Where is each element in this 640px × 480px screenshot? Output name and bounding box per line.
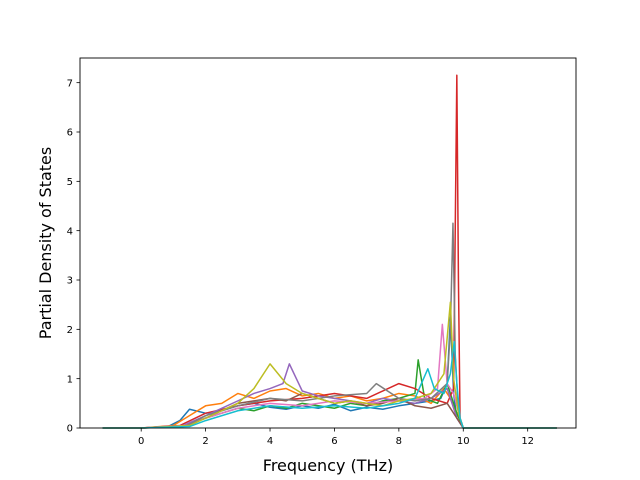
x-tick-label: 0: [138, 436, 144, 447]
x-tick-label: 4: [267, 436, 273, 447]
x-tick-label: 2: [202, 436, 208, 447]
x-tick-label: 12: [521, 436, 534, 447]
series-line-8: [102, 222, 557, 429]
x-tick-label: 6: [331, 436, 337, 447]
y-tick-label: 5: [67, 177, 73, 188]
series-line-9: [102, 301, 557, 429]
y-tick-label: 3: [67, 276, 73, 287]
series-layer: [102, 74, 557, 429]
series-line-4: [102, 74, 557, 429]
y-axis-title: Partial Density of States: [36, 147, 55, 339]
y-tick-label: 6: [67, 128, 73, 139]
series-line-5: [102, 363, 557, 429]
x-axis-ticks: 0 2 4 6 8 10 12: [138, 428, 534, 447]
y-tick-label: 2: [67, 325, 73, 336]
series-line-10: [102, 340, 557, 429]
x-tick-label: 8: [396, 436, 402, 447]
y-axis-ticks: 0 1 2 3 4 5 6 7: [67, 78, 80, 435]
y-tick-label: 0: [67, 424, 73, 435]
y-tick-label: 7: [67, 78, 73, 89]
x-tick-label: 10: [457, 436, 470, 447]
x-axis-title: Frequency (THz): [263, 456, 393, 475]
y-tick-label: 1: [67, 374, 73, 385]
y-tick-label: 4: [67, 226, 73, 237]
plot-frame: [79, 57, 577, 429]
